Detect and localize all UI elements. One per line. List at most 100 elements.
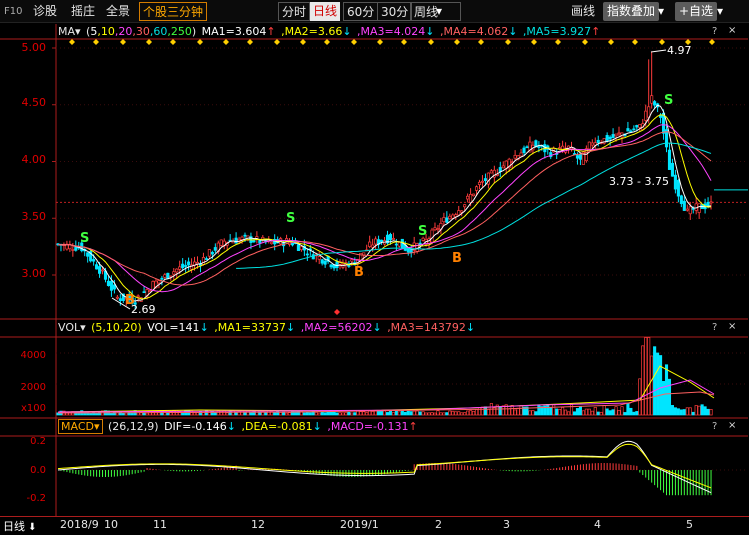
candle-body bbox=[605, 135, 609, 142]
diagnose-tab[interactable]: 诊股 bbox=[33, 4, 58, 18]
timeshare-tab[interactable]: 分时 bbox=[278, 2, 311, 21]
ma-param-1: 5 bbox=[90, 25, 98, 38]
ma3-line bbox=[57, 124, 712, 293]
volume-bar bbox=[388, 410, 393, 416]
down-arrow-icon: ⬇ bbox=[25, 522, 37, 533]
macd-indicator-selector[interactable]: MACD▾ bbox=[58, 419, 103, 434]
macd-axis-label: -0.2 bbox=[26, 493, 46, 504]
ma-param-2: ,10 bbox=[97, 25, 115, 38]
volume-bar bbox=[667, 378, 672, 416]
candle-body bbox=[394, 243, 398, 246]
volume-bar bbox=[427, 412, 431, 416]
candle-body bbox=[136, 295, 140, 298]
volume-bar bbox=[418, 411, 422, 416]
candle-body bbox=[635, 125, 639, 128]
panorama-tab[interactable]: 全景 bbox=[106, 4, 131, 18]
volume-bar bbox=[620, 406, 624, 416]
weekly-tab[interactable]: 周线 bbox=[410, 2, 462, 21]
down-arrow-icon: ↓ bbox=[342, 25, 352, 38]
candle-body bbox=[234, 237, 238, 244]
candle-body bbox=[436, 228, 440, 231]
close-icon[interactable]: × bbox=[728, 420, 737, 431]
candle-body bbox=[210, 251, 214, 255]
period-selector[interactable]: 日线 ⬇ bbox=[3, 518, 37, 534]
f10-button[interactable]: F10 bbox=[4, 6, 23, 17]
volume-bar bbox=[287, 412, 292, 416]
draw-line-button[interactable]: 画线 bbox=[571, 4, 596, 18]
signal-diamond bbox=[401, 39, 407, 45]
candle-body bbox=[270, 241, 274, 245]
volume-bar bbox=[320, 411, 324, 416]
volume-bar bbox=[421, 411, 425, 416]
three-minute-tab[interactable]: 个股三分钟 bbox=[139, 2, 208, 21]
overlay-dropdown[interactable]: 指数叠加 bbox=[603, 2, 660, 21]
candle-body bbox=[653, 101, 657, 106]
help-icon[interactable]: ? bbox=[712, 26, 718, 37]
dea-line bbox=[57, 443, 712, 489]
close-icon[interactable]: × bbox=[728, 321, 737, 332]
volume-bar bbox=[273, 412, 277, 416]
volume-bar bbox=[572, 411, 577, 416]
up-arrow-icon: ↑ bbox=[266, 25, 276, 38]
volume-bar bbox=[474, 409, 479, 416]
signal-diamond bbox=[555, 39, 561, 45]
candle-body bbox=[688, 206, 692, 215]
candle-body bbox=[335, 261, 339, 268]
signal-diamond bbox=[324, 39, 330, 45]
vol-indicator-selector[interactable]: VOL▾ bbox=[58, 321, 86, 334]
ma-indicator-selector[interactable]: MA▾ bbox=[58, 25, 81, 38]
chevron-down-icon[interactable]: ▾ bbox=[717, 4, 724, 18]
volume-bar bbox=[555, 408, 559, 416]
candle-body bbox=[243, 234, 247, 237]
volume-bar bbox=[581, 410, 585, 416]
chevron-down-icon[interactable]: ▾ bbox=[658, 4, 665, 18]
ma-params-open: ( bbox=[86, 25, 91, 38]
volume-bar bbox=[403, 411, 407, 416]
volume-bar bbox=[587, 408, 591, 416]
chevron-down-icon[interactable]: ▾ bbox=[436, 4, 443, 18]
daily-tab[interactable]: 日线 bbox=[310, 2, 341, 21]
signal-diamond bbox=[582, 39, 588, 45]
volume-bar bbox=[207, 410, 211, 416]
volume-bar bbox=[353, 412, 357, 416]
volume-bar bbox=[623, 412, 627, 416]
candle-body bbox=[311, 254, 315, 260]
signal-diamond bbox=[478, 39, 484, 45]
add-self-dropdown[interactable]: +自选 bbox=[675, 2, 718, 21]
up-arrow-icon: ↑ bbox=[408, 420, 418, 433]
candle-body bbox=[92, 259, 96, 262]
low-pointer bbox=[111, 297, 131, 310]
hook-tab[interactable]: 摇庄 bbox=[71, 4, 96, 18]
down-arrow-icon: ↓ bbox=[508, 25, 518, 38]
dea-value: ,DEA=-0.081 bbox=[241, 420, 313, 433]
help-icon[interactable]: ? bbox=[712, 322, 718, 333]
time-axis-bar bbox=[0, 516, 749, 535]
vol-value: VOL=141 bbox=[147, 321, 200, 334]
volume-bar bbox=[611, 409, 615, 416]
x-axis-label: 2018/9 bbox=[60, 518, 99, 531]
signal-diamond bbox=[334, 309, 340, 315]
x-axis-label: 12 bbox=[251, 518, 265, 531]
volume-bar bbox=[552, 404, 556, 416]
volume-bar bbox=[377, 410, 381, 416]
volume-bar bbox=[534, 411, 538, 416]
min30-tab[interactable]: 30分 bbox=[377, 2, 413, 21]
help-icon[interactable]: ? bbox=[712, 421, 718, 432]
sell-signal: S bbox=[286, 211, 295, 226]
candle-body bbox=[647, 106, 651, 118]
candle-body bbox=[421, 237, 425, 241]
x-axis-label: 2 bbox=[435, 518, 442, 531]
candle-body bbox=[181, 263, 185, 269]
close-icon[interactable]: × bbox=[728, 25, 737, 36]
volume-bar bbox=[629, 407, 633, 416]
period-label: 日线 bbox=[3, 520, 25, 533]
volume-bar bbox=[243, 412, 247, 416]
candle-body bbox=[374, 238, 378, 245]
volume-bar bbox=[614, 406, 618, 416]
candle-body bbox=[626, 128, 630, 132]
volume-bar bbox=[632, 411, 636, 416]
volume-bar bbox=[323, 412, 327, 416]
volume-bar bbox=[430, 412, 434, 416]
candle-body bbox=[602, 138, 606, 144]
